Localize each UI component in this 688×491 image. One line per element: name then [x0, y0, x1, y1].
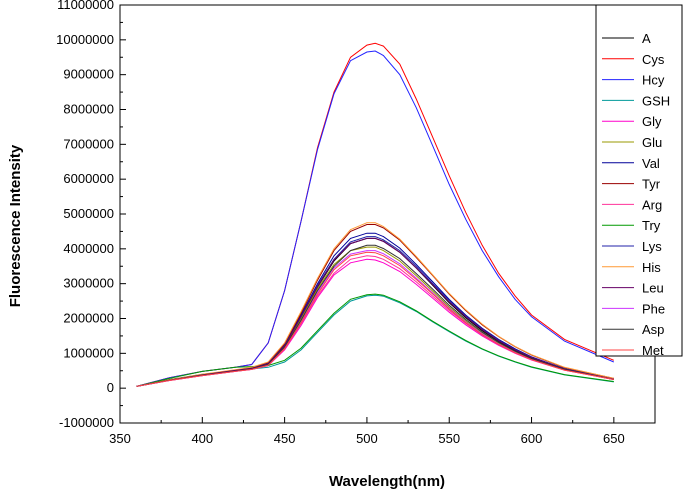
x-tick-label: 350 [109, 431, 131, 446]
y-tick-label: 8000000 [63, 102, 114, 117]
y-axis-ticks: -1000000 0 1000000 2000000 3000000 4000000 500… [56, 0, 126, 430]
x-tick-label: 650 [603, 431, 625, 446]
legend-label-try: Try [642, 218, 661, 233]
legend-box [595, 4, 683, 357]
plot-frame [119, 4, 656, 424]
legend-label-val: Val [642, 156, 660, 171]
x-tick-label: 450 [274, 431, 296, 446]
legend-label-tyr: Tyr [642, 177, 661, 192]
series-lines [136, 42, 614, 387]
x-tick-label: 400 [191, 431, 213, 446]
y-tick-label: 9000000 [63, 67, 114, 82]
series-line-try [136, 293, 614, 387]
y-tick-label: 2000000 [63, 311, 114, 326]
series-line-met [136, 251, 614, 387]
x-tick-label: 500 [356, 431, 378, 446]
y-tick-label: 7000000 [63, 136, 114, 151]
legend-label-his: His [642, 260, 661, 275]
legend-label-lys: Lys [642, 239, 662, 254]
series-line-phe [136, 250, 614, 387]
legend-label-gly: Gly [642, 114, 662, 129]
series-line-his [136, 222, 614, 387]
y-tick-label: 5000000 [63, 206, 114, 221]
series-line-a [136, 237, 614, 387]
series-line-lys [136, 236, 614, 387]
x-axis-title: Wavelength(nm) [329, 473, 445, 490]
legend-label-arg: Arg [642, 197, 662, 212]
legend: A Cys Hcy GSH Gly Glu Val Tyr Arg Try Lys His Leu Phe… [595, 4, 683, 358]
x-tick-label: 550 [438, 431, 460, 446]
y-tick-label: 10000000 [56, 32, 114, 47]
x-tick-label: 600 [521, 431, 543, 446]
legend-label-leu: Leu [642, 281, 664, 296]
series-line-cys [136, 42, 614, 387]
y-tick-label: 3000000 [63, 276, 114, 291]
legend-label-cys: Cys [642, 52, 665, 67]
x-axis-ticks: 350 400 450 500 550 600 650 [109, 417, 656, 446]
y-tick-label: 1000000 [63, 345, 114, 360]
legend-label-met: Met [642, 343, 664, 358]
y-axis-title: Fluorescence Intensity [7, 144, 24, 307]
y-tick-label: 11000000 [57, 0, 114, 12]
series-line-asp [136, 244, 614, 387]
series-line-hcy [136, 50, 614, 387]
legend-label-asp: Asp [642, 322, 664, 337]
legend-label-phe: Phe [642, 301, 665, 316]
series-line-arg [136, 255, 614, 387]
y-tick-label: 4000000 [63, 241, 114, 256]
legend-label-a: A [642, 31, 651, 46]
y-tick-label: -1000000 [59, 415, 114, 430]
series-line-glu [136, 246, 614, 387]
series-line-leu [136, 237, 614, 387]
legend-label-hcy: Hcy [642, 73, 665, 88]
legend-label-glu: Glu [642, 135, 662, 150]
y-tick-label: 6000000 [63, 171, 114, 186]
legend-label-gsh: GSH [642, 93, 670, 108]
series-line-gsh [136, 294, 614, 387]
y-tick-label: 0 [107, 380, 114, 395]
